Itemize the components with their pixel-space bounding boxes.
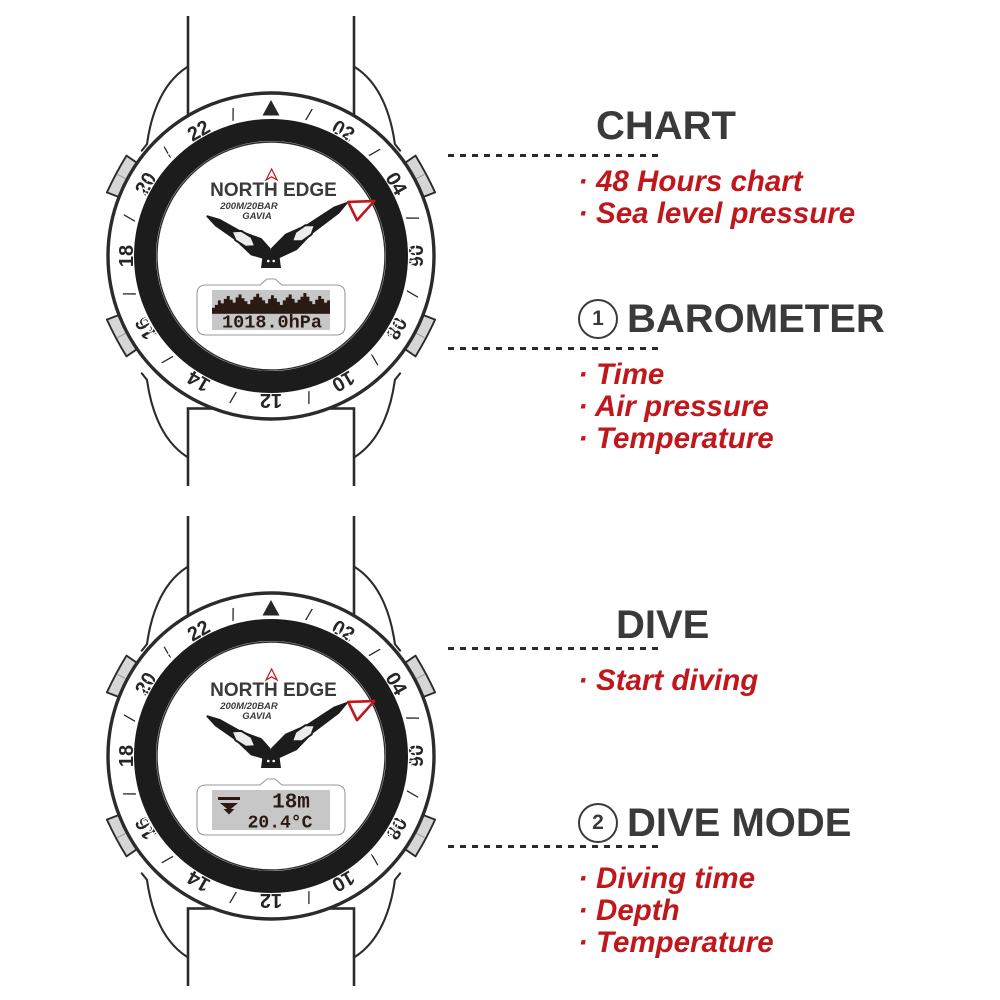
svg-text:NORTH EDGE: NORTH EDGE	[210, 180, 337, 201]
svg-text:1018.0hPa: 1018.0hPa	[222, 313, 322, 334]
svg-text:GAVIA: GAVIA	[242, 211, 272, 222]
svg-text:20.4°C: 20.4°C	[248, 814, 313, 834]
svg-text:GAVIA: GAVIA	[242, 711, 272, 722]
svg-text:12: 12	[260, 389, 282, 411]
svg-text:18m: 18m	[272, 792, 310, 815]
svg-text:12: 12	[260, 889, 282, 911]
svg-text:18: 18	[116, 245, 138, 267]
svg-text:NORTH EDGE: NORTH EDGE	[210, 680, 337, 701]
svg-text:18: 18	[116, 745, 138, 767]
